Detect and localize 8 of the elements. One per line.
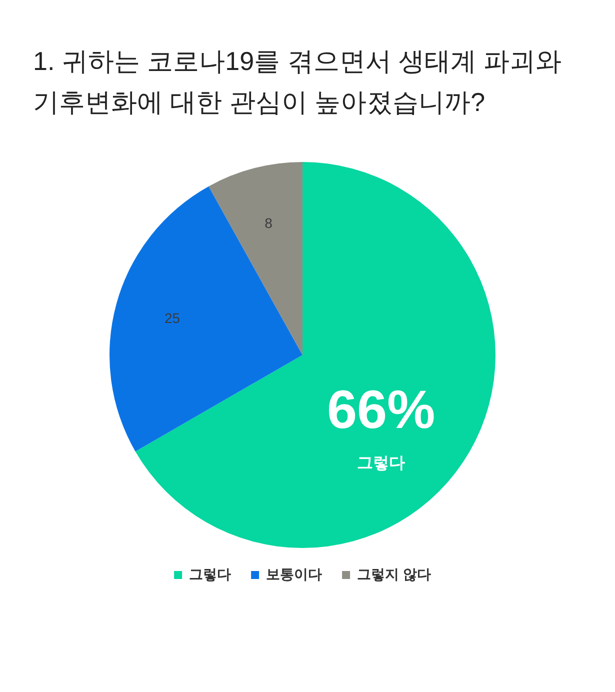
data-label: 66% <box>327 380 436 440</box>
data-label: 25 <box>164 310 180 326</box>
legend-label: 그렇지 않다 <box>357 566 431 582</box>
legend-label: 그렇다 <box>189 566 232 582</box>
slice-label: 그렇다 <box>357 454 406 472</box>
data-label: 8 <box>264 215 273 232</box>
chart-title: 1. 귀하는 코로나19를 겪으면서 생태계 파괴와 기후변화에 대한 관심이 높아졌습니까? <box>33 45 563 119</box>
legend-label: 보통이다 <box>266 566 322 582</box>
